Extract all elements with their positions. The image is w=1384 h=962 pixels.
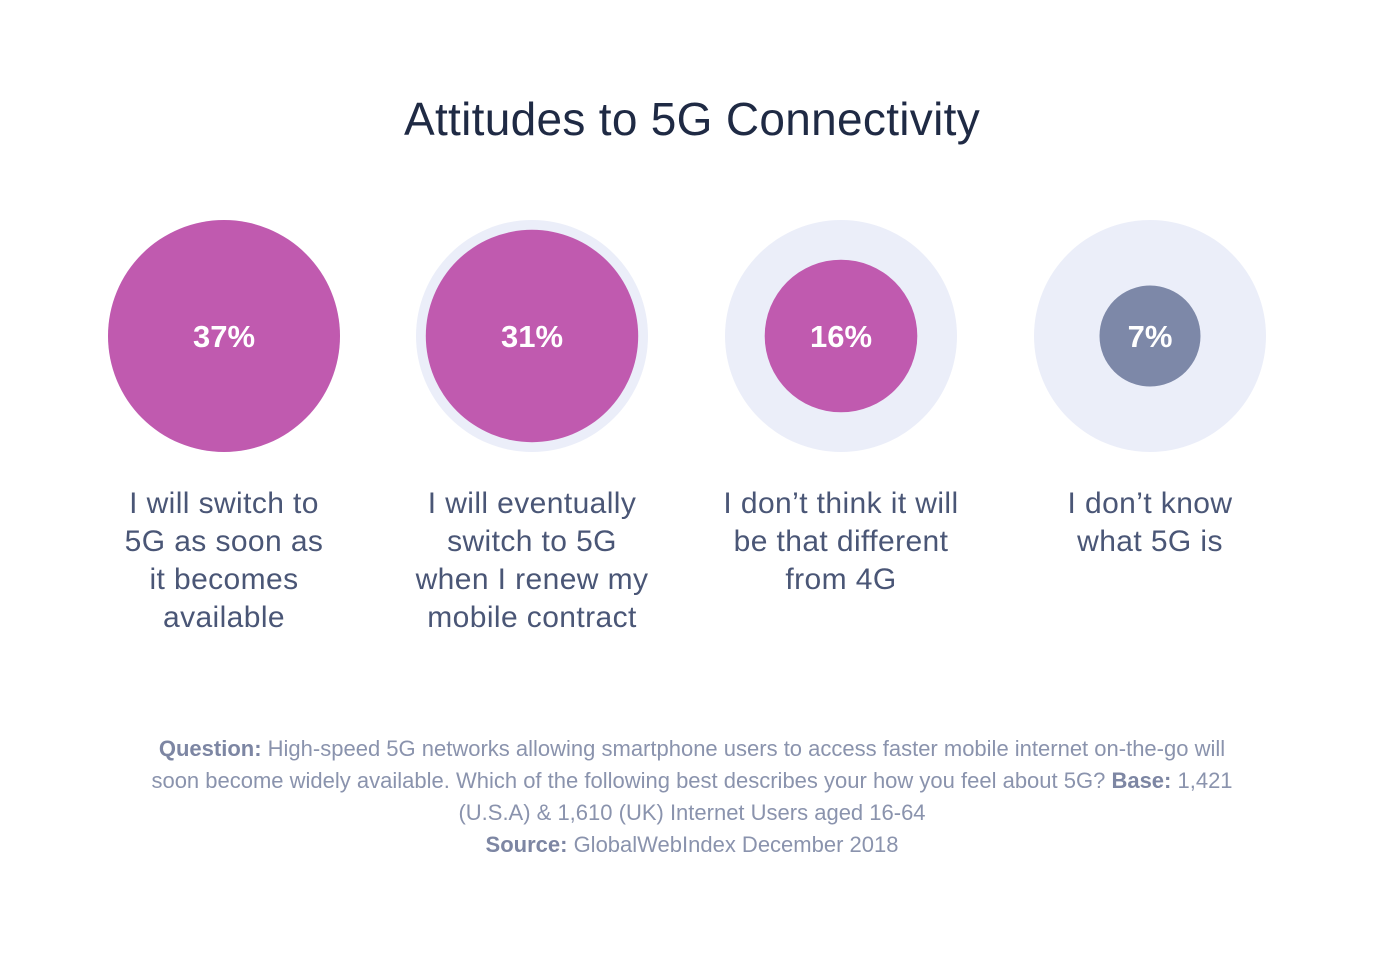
- footnote: Question: High-speed 5G networks allowin…: [150, 733, 1234, 861]
- category-label-line: I don’t know: [1067, 487, 1233, 520]
- category-label-4: I don’t know what 5G is: [1010, 485, 1290, 561]
- bubble-chart-svg: 37% 31% 16% 7%: [108, 220, 1266, 452]
- bubble-4: [1099, 285, 1201, 387]
- footnote-source: Source: GlobalWebIndex December 2018: [486, 832, 899, 857]
- category-label-line: switch to 5G: [447, 525, 617, 558]
- category-label-line: available: [162, 601, 286, 634]
- category-label-line: from 4G: [785, 563, 897, 596]
- category-label-line: it becomes: [149, 563, 299, 596]
- source-text: GlobalWebIndex December 2018: [567, 832, 899, 857]
- category-label-line: when I renew my: [415, 563, 649, 596]
- category-label-line: be that different: [733, 525, 949, 558]
- chart-title: Attitudes to 5G Connectivity: [403, 93, 980, 145]
- bubble-value-label-4: 7%: [1128, 319, 1173, 354]
- category-label-line: what 5G is: [1077, 525, 1223, 558]
- question-label: Question:: [158, 736, 262, 761]
- category-label-line: mobile contract: [427, 601, 637, 634]
- bubble-value-label-2: 31%: [501, 319, 563, 354]
- category-label-1: I will switch to 5G as soon as it becomes a…: [84, 485, 364, 637]
- base-label: Base:: [1111, 768, 1172, 793]
- bubble-1: [108, 220, 340, 452]
- category-label-3: I don’t think it will be that different fr…: [701, 485, 981, 599]
- bubble-2: [425, 229, 639, 443]
- base-text: 1,421 (U.S.A) & 1,610 (UK) Internet User…: [458, 768, 1233, 825]
- bubble-value-label-1: 37%: [193, 319, 255, 354]
- category-label-line: I don’t think it will: [723, 487, 959, 520]
- footnote-question: Question: High-speed 5G networks allowin…: [151, 736, 1232, 825]
- bubble-chart: 37% 31% 16% 7%: [108, 220, 1266, 452]
- question-text: High-speed 5G networks allowing smartpho…: [151, 736, 1226, 793]
- bubble-3: [764, 259, 918, 413]
- category-label-2: I will eventually switch to 5G when I rene…: [392, 485, 672, 637]
- category-label-line: I will eventually: [427, 487, 637, 520]
- category-label-line: 5G as soon as: [124, 525, 324, 558]
- bubble-value-label-3: 16%: [810, 319, 872, 354]
- category-label-line: I will switch to: [129, 487, 319, 520]
- source-label: Source:: [485, 832, 568, 857]
